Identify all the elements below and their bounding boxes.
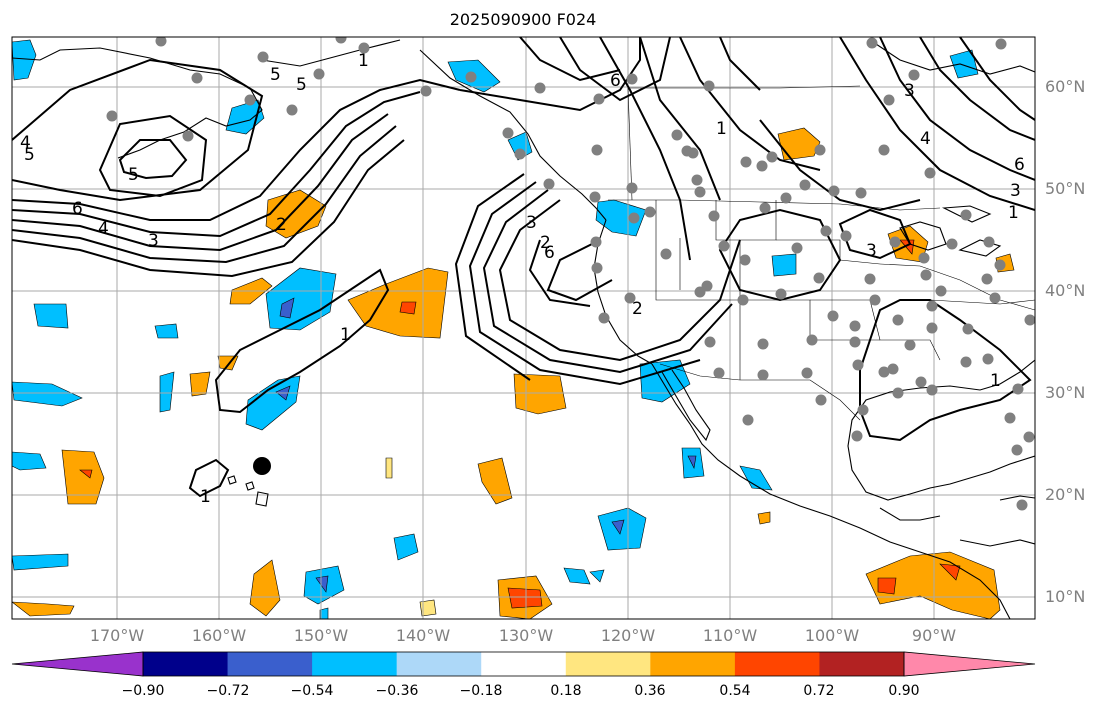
contour-label: 3: [866, 241, 877, 261]
colorbar: [11, 651, 1036, 677]
lat-label-30n: 30°N: [1045, 383, 1086, 402]
lat-label-60n: 60°N: [1045, 77, 1086, 96]
colorbar-segment: [312, 652, 398, 676]
colorbar-tick: 0.54: [719, 683, 751, 699]
contour-label: 1: [340, 325, 351, 345]
contour-label: 3: [904, 81, 915, 101]
colorbar-tick: −0.90: [121, 683, 165, 699]
contour-label: 4: [20, 133, 31, 153]
colorbar-segment: [819, 652, 905, 676]
lat-label-10n: 10°N: [1045, 587, 1086, 606]
lat-label-50n: 50°N: [1045, 179, 1086, 198]
political-boundaries: [608, 85, 1035, 421]
contour-label: 6: [610, 71, 621, 91]
contour-label: 1: [990, 371, 1001, 391]
lon-label-110w: 110°W: [702, 626, 758, 645]
colorbar-tick: 0.90: [888, 683, 920, 699]
lon-label-130w: 130°W: [498, 626, 554, 645]
contour-label-group: 1 5 5 6 4 3 2 1 1 1 1 2 3 6 6 5 3 3 3 4 …: [20, 51, 1025, 507]
colorbar-segment: [565, 652, 651, 676]
colorbar-tick: −0.54: [290, 683, 334, 699]
contour-label: 2: [540, 233, 551, 253]
colorbar-segment: [650, 652, 736, 676]
contour-label: 6: [1014, 155, 1025, 175]
lon-label-90w: 90°W: [911, 626, 957, 645]
colorbar-segment: [396, 652, 482, 676]
map-title: 2025090900 F024: [449, 10, 597, 29]
coastlines: [12, 39, 1035, 619]
contour-label: 6: [544, 243, 555, 263]
contour-label: 1: [200, 487, 211, 507]
lon-label-100w: 100°W: [804, 626, 860, 645]
colorbar-segment: [227, 652, 313, 676]
colorbar-segment: [481, 652, 567, 676]
colorbar-segment: [734, 652, 820, 676]
marker-dot: [253, 457, 271, 475]
contour-label: 4: [920, 129, 931, 149]
lat-lon-grid: [12, 37, 1035, 619]
contour-label: 2: [276, 215, 287, 235]
lon-label-150w: 150°W: [293, 626, 349, 645]
map-frame: [11, 36, 1036, 620]
contour-label: 5: [24, 145, 35, 165]
contour-label: 5: [296, 75, 307, 95]
lat-label-40n: 40°N: [1045, 281, 1086, 300]
lon-label-170w: 170°W: [89, 626, 145, 645]
contour-label: 3: [1010, 181, 1021, 201]
lon-label-120w: 120°W: [600, 626, 656, 645]
contour-label: 1: [1008, 203, 1019, 223]
station-markers: [106, 37, 1035, 511]
contour-label: 2: [632, 299, 643, 319]
contour-lines: [12, 37, 1035, 498]
colorbar-tick: −0.36: [375, 683, 419, 699]
contour-label: 6: [72, 199, 83, 219]
colorbar-tick: −0.72: [206, 683, 250, 699]
lon-label-160w: 160°W: [191, 626, 247, 645]
contour-label: 1: [716, 119, 727, 139]
contour-label: 3: [148, 231, 159, 251]
colorbar-tick: 0.36: [634, 683, 666, 699]
contour-label: 5: [270, 65, 281, 85]
contour-label: 3: [526, 213, 537, 233]
colorbar-tick: 0.18: [550, 683, 582, 699]
colorbar-segment: [143, 652, 229, 676]
contour-label: 5: [128, 165, 139, 185]
contour-label: 4: [98, 219, 109, 239]
lon-label-140w: 140°W: [395, 626, 451, 645]
contour-label: 1: [358, 51, 369, 71]
colorbar-tick: −0.18: [459, 683, 503, 699]
lat-label-20n: 20°N: [1045, 485, 1086, 504]
colorbar-tick: 0.72: [803, 683, 835, 699]
